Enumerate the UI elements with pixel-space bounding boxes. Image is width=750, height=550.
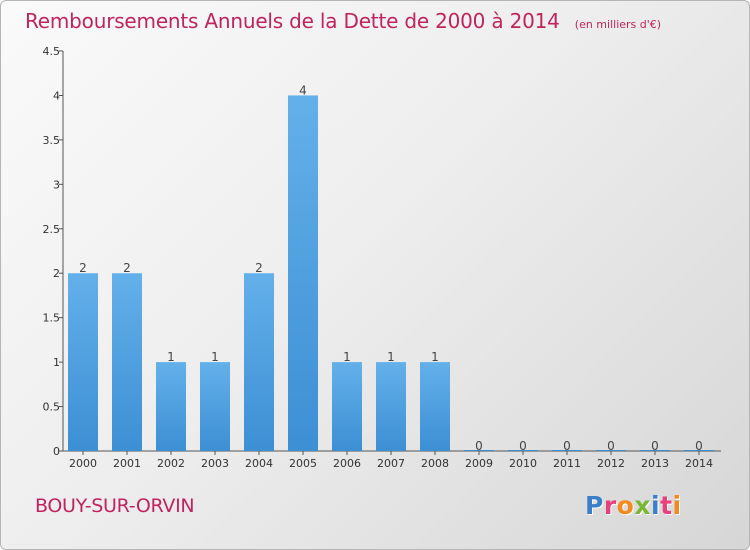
data-label: 1 bbox=[387, 350, 395, 364]
x-tick-label: 2014 bbox=[685, 457, 713, 470]
bar bbox=[68, 273, 98, 451]
y-tick-label: 0 bbox=[53, 445, 60, 458]
data-label: 1 bbox=[167, 350, 175, 364]
data-label: 1 bbox=[431, 350, 439, 364]
data-label: 0 bbox=[475, 439, 483, 453]
y-tick-label: 4 bbox=[53, 89, 60, 102]
data-label: 1 bbox=[211, 350, 219, 364]
y-tick-label: 4.5 bbox=[43, 45, 61, 58]
x-tick-label: 2004 bbox=[245, 457, 273, 470]
proxiti-logo: Proxiti bbox=[585, 491, 682, 520]
bars bbox=[68, 95, 714, 451]
y-tick-label: 3.5 bbox=[43, 134, 61, 147]
x-tick-label: 2008 bbox=[421, 457, 449, 470]
data-label: 1 bbox=[343, 350, 351, 364]
logo-letter: i bbox=[651, 491, 661, 520]
data-label: 0 bbox=[695, 439, 703, 453]
y-tick-label: 1.5 bbox=[43, 312, 61, 325]
data-label: 2 bbox=[123, 261, 131, 275]
x-tick-label: 2001 bbox=[113, 457, 141, 470]
x-tick-label: 2002 bbox=[157, 457, 185, 470]
commune-name: BOUY-SUR-ORVIN bbox=[35, 495, 195, 517]
x-tick-label: 2011 bbox=[553, 457, 581, 470]
x-tick-label: 2010 bbox=[509, 457, 537, 470]
data-label: 0 bbox=[607, 439, 615, 453]
logo-letter: t bbox=[660, 491, 673, 520]
data-label: 0 bbox=[563, 439, 571, 453]
x-tick-label: 2009 bbox=[465, 457, 493, 470]
logo-letter: x bbox=[634, 491, 651, 520]
data-label: 2 bbox=[79, 261, 87, 275]
x-tick-label: 2005 bbox=[289, 457, 317, 470]
bar bbox=[420, 362, 450, 451]
x-tick-label: 2000 bbox=[69, 457, 97, 470]
x-tick-label: 2012 bbox=[597, 457, 625, 470]
title-row: Remboursements Annuels de la Dette de 20… bbox=[25, 9, 661, 33]
bar bbox=[376, 362, 406, 451]
y-tick-label: 0.5 bbox=[43, 401, 61, 414]
data-label: 2 bbox=[255, 261, 263, 275]
x-tick-label: 2006 bbox=[333, 457, 361, 470]
y-tick-label: 2.5 bbox=[43, 223, 61, 236]
chart-units: (en milliers d'€) bbox=[574, 18, 662, 31]
bar bbox=[156, 362, 186, 451]
logo-letter: o bbox=[616, 491, 635, 520]
data-label: 0 bbox=[519, 439, 527, 453]
labels: 2000 2 2001 2 2002 1 2003 1 2004 2 2005 4 2006 1 2007 1… bbox=[69, 83, 713, 470]
y-tick-label: 1 bbox=[53, 356, 60, 369]
y-tick-label: 2 bbox=[53, 267, 60, 280]
data-label: 0 bbox=[651, 439, 659, 453]
logo-letter: r bbox=[603, 491, 617, 520]
bar bbox=[200, 362, 230, 451]
bar bbox=[112, 273, 142, 451]
y-tick-label: 3 bbox=[53, 178, 60, 191]
x-tick-label: 2007 bbox=[377, 457, 405, 470]
logo-letter: P bbox=[585, 491, 604, 520]
bar bbox=[288, 95, 318, 451]
x-tick-label: 2003 bbox=[201, 457, 229, 470]
x-tick-label: 2013 bbox=[641, 457, 669, 470]
chart-title: Remboursements Annuels de la Dette de 20… bbox=[25, 9, 560, 33]
data-label: 4 bbox=[299, 83, 307, 97]
logo-letter: i bbox=[672, 491, 682, 520]
bar bbox=[244, 273, 274, 451]
bar bbox=[332, 362, 362, 451]
